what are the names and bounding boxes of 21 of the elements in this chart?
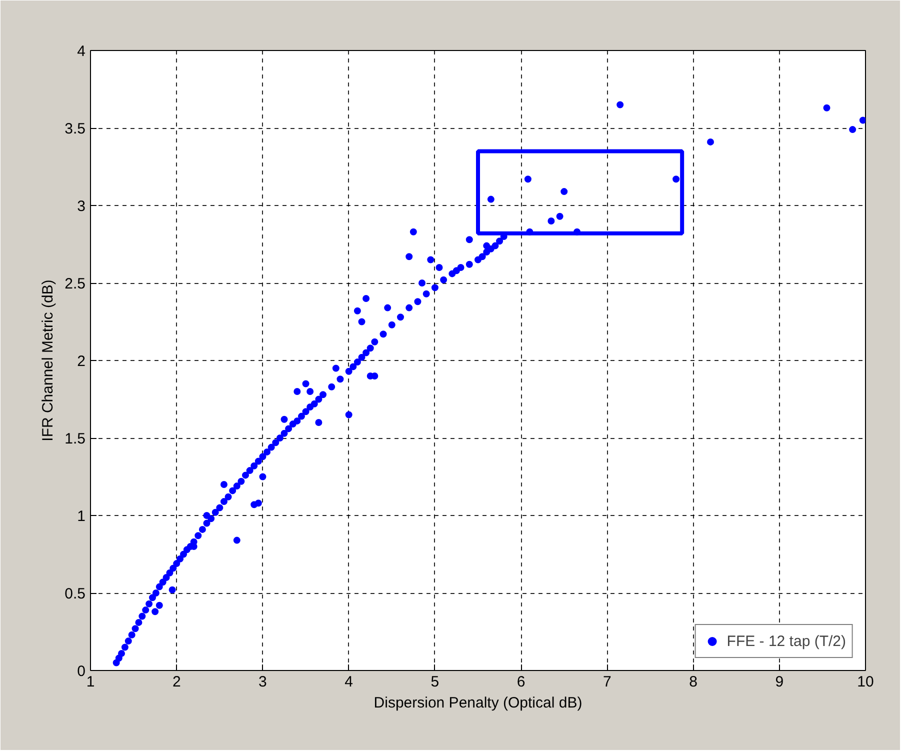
- y-tick-label: 2.5: [64, 276, 86, 292]
- y-tick-label: 1.5: [64, 430, 86, 448]
- y-tick-label: 2: [77, 353, 86, 370]
- y-axis-title: IFR Channel Metric (dB): [40, 280, 57, 442]
- x-tick-label: 2: [172, 674, 181, 690]
- x-tick-label: 4: [344, 674, 354, 690]
- y-tick-label: 3.5: [64, 120, 86, 138]
- x-tick-label: 7: [602, 674, 612, 690]
- legend-label: FFE - 12 tap (T/2): [726, 632, 846, 650]
- x-axis-title: Dispersion Penalty (Optical dB): [374, 694, 582, 712]
- x-tick-label: 5: [430, 674, 440, 690]
- y-tick-label: 4: [77, 43, 86, 60]
- x-tick-label: 6: [516, 674, 526, 690]
- y-tick-label: 0.5: [64, 586, 86, 602]
- x-tick-label: 3: [258, 674, 267, 690]
- x-tick-label: 9: [775, 674, 784, 690]
- x-tick-label: 8: [689, 674, 698, 690]
- x-tick-label: 10: [857, 674, 874, 690]
- y-tick-label: 1: [77, 508, 86, 525]
- y-tick-label: 0: [77, 663, 86, 680]
- y-tick-label: 3: [77, 198, 86, 215]
